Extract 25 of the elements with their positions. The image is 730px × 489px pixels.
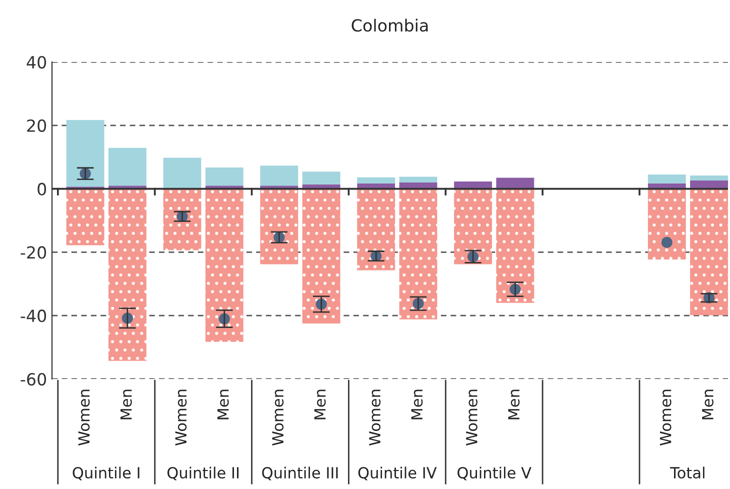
y-tick-label: 20 — [27, 119, 46, 132]
x-tick-label: Women — [369, 390, 381, 446]
x-tick-label: Men — [411, 390, 423, 420]
x-tick-label: Women — [78, 390, 90, 446]
text: Quintile III — [262, 466, 338, 480]
x-tick-label: Women — [660, 390, 672, 446]
text: Quintile IV — [358, 466, 437, 480]
y-tick-label: 0 — [38, 182, 46, 196]
text: Total — [670, 466, 704, 479]
chart-title: Colombia — [352, 18, 428, 32]
x-tick-label: Women — [272, 390, 284, 446]
x-tick-label: Women — [466, 390, 478, 446]
x-tick-label: Men — [508, 390, 520, 420]
text: Quintile II — [167, 466, 238, 480]
y-tick-label: -60 — [20, 372, 46, 386]
text: Quintile I — [72, 466, 140, 480]
x-tick-label: Men — [120, 390, 132, 420]
y-tick-label: 40 — [26, 56, 46, 69]
x-tick-label: Men — [217, 390, 229, 420]
text: Quintile V — [458, 466, 532, 480]
x-tick-label: Women — [175, 390, 187, 446]
x-tick-label: Men — [702, 390, 714, 420]
y-tick-label: -20 — [20, 246, 46, 259]
y-tick-label: -40 — [20, 310, 46, 322]
x-tick-label: Men — [314, 390, 326, 420]
